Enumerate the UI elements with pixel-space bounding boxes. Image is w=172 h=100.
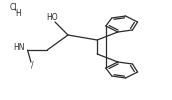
Text: HO: HO — [46, 12, 57, 22]
Text: H: H — [16, 8, 22, 18]
Text: HN: HN — [13, 44, 25, 52]
Text: Cl: Cl — [9, 2, 17, 12]
Text: /: / — [31, 60, 34, 70]
